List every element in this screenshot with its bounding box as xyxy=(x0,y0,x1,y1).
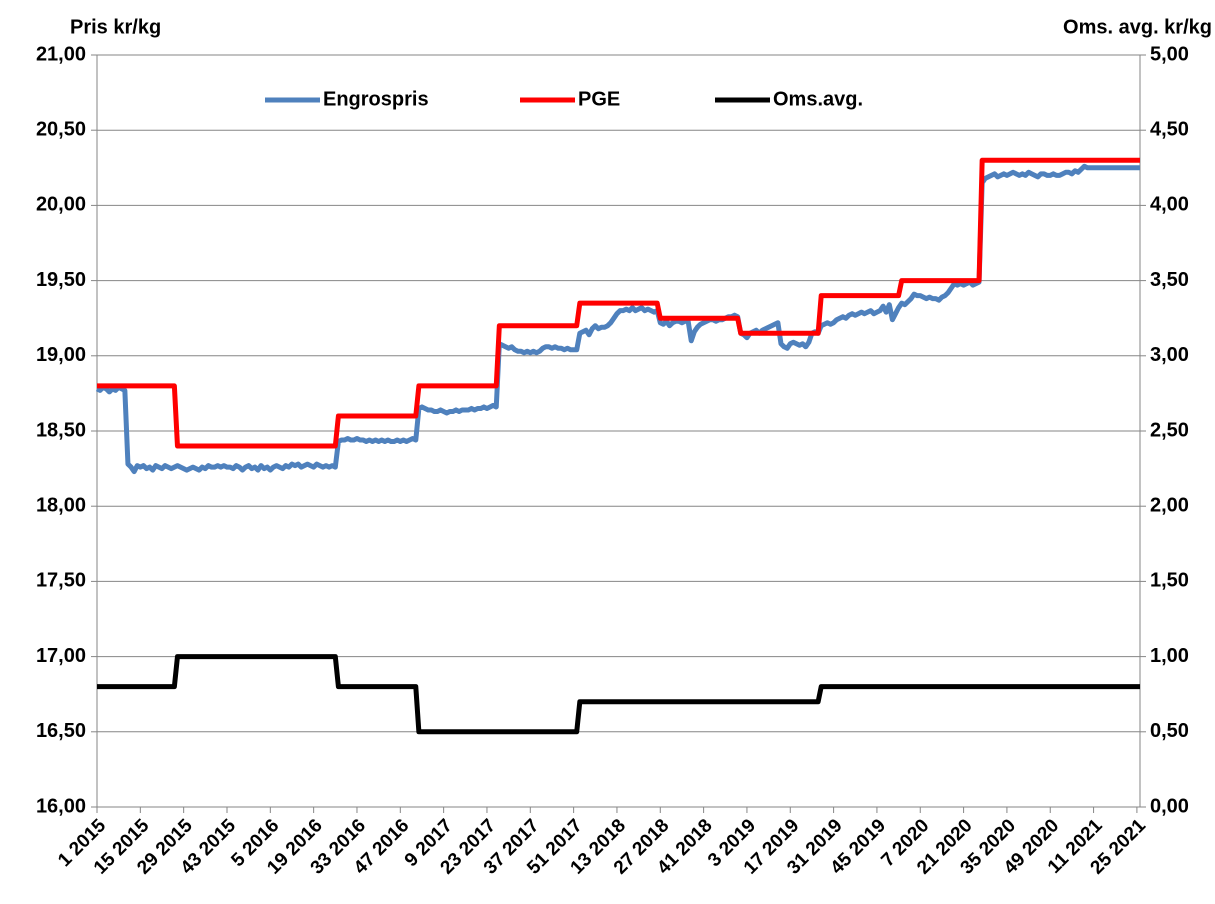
y-tick-label: 16,00 xyxy=(36,795,86,817)
y-tick-label: 20,00 xyxy=(36,194,86,216)
y2-tick-label: 0,50 xyxy=(1150,720,1189,742)
y2-tick-label: 1,00 xyxy=(1150,645,1189,667)
y2-tick-label: 5,00 xyxy=(1150,43,1189,65)
y-tick-label: 17,50 xyxy=(36,570,86,592)
y-tick-label: 18,00 xyxy=(36,494,86,516)
y2-tick-label: 0,00 xyxy=(1150,795,1189,817)
y2-tick-label: 1,50 xyxy=(1150,570,1189,592)
legend-label: Engrospris xyxy=(323,88,429,110)
y2-tick-label: 4,00 xyxy=(1150,194,1189,216)
y2-tick-label: 3,50 xyxy=(1150,269,1189,291)
y2-tick-label: 2,50 xyxy=(1150,419,1189,441)
y-tick-label: 19,50 xyxy=(36,269,86,291)
y2-tick-label: 2,00 xyxy=(1150,494,1189,516)
series-line xyxy=(97,157,1140,449)
y-tick-label: 18,50 xyxy=(36,419,86,441)
series-line xyxy=(95,163,1140,475)
y-tick-label: 21,00 xyxy=(36,43,86,65)
y-tick-label: 20,50 xyxy=(36,118,86,140)
y-tick-label: 16,50 xyxy=(36,720,86,742)
series-line xyxy=(97,654,1140,735)
y-tick-label: 17,00 xyxy=(36,645,86,667)
y-tick-label: 19,00 xyxy=(36,344,86,366)
y2-tick-label: 3,00 xyxy=(1150,344,1189,366)
y-axis-label: Pris kr/kg xyxy=(70,16,161,38)
legend-label: PGE xyxy=(578,88,620,110)
legend-label: Oms.avg. xyxy=(773,88,863,110)
y2-axis-label: Oms. avg. kr/kg xyxy=(1063,16,1212,38)
y2-tick-label: 4,50 xyxy=(1150,118,1189,140)
